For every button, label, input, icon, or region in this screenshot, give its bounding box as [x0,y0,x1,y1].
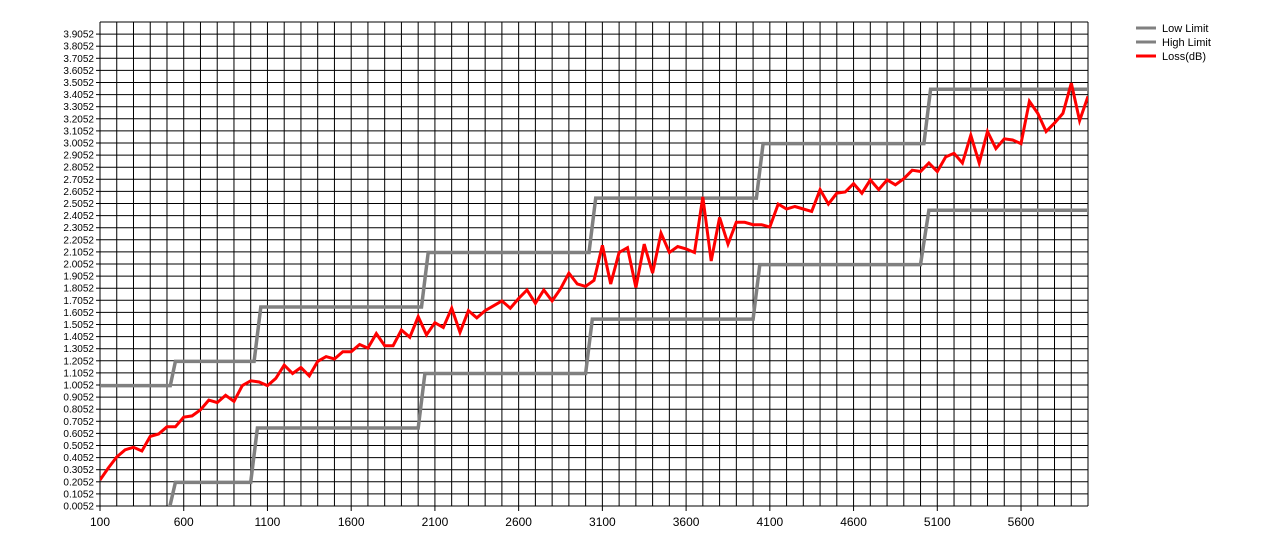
y-tick-label: 2.3052 [63,223,94,234]
y-tick-label: 1.8052 [63,284,94,295]
y-tick-label: 2.8052 [63,163,94,174]
y-tick-label: 1.3052 [63,344,94,355]
y-tick-label: 0.1052 [63,489,94,500]
legend: Low Limit High Limit Loss(dB) [1136,23,1211,63]
y-tick-label: 3.2052 [63,114,94,125]
x-tick-label: 1100 [255,515,281,529]
y-tick-label: 0.8052 [63,405,94,416]
x-tick-label: 3600 [673,515,700,529]
y-tick-label: 0.9052 [63,393,94,404]
y-tick-label: 0.7052 [63,417,94,428]
y-tick-label: 3.6052 [63,66,94,77]
y-tick-label: 0.3052 [63,465,94,476]
series-lines [100,82,1088,506]
y-tick-label: 3.4052 [63,90,94,101]
y-tick-label: 1.7052 [63,296,94,307]
x-tick-label: 5600 [1008,515,1035,529]
legend-label-high-limit: High Limit [1162,37,1211,49]
y-tick-label: 1.1052 [63,368,94,379]
x-tick-label: 4600 [840,515,867,529]
series-line-low-limit [168,208,1088,506]
x-axis-ticks: 100 600 1100 1600 2100 2600 3100 3600 4100 4600 51… [90,506,1035,529]
y-tick-label: 0.5052 [63,441,94,452]
y-tick-label: 1.9052 [63,272,94,283]
y-tick-label: 3.3052 [63,102,94,113]
y-tick-label: 1.6052 [63,308,94,319]
y-tick-label: 0.0052 [63,502,94,513]
y-tick-label: 1.2052 [63,356,94,367]
x-tick-label: 3100 [589,515,616,529]
y-tick-label: 3.5052 [63,78,94,89]
y-tick-label: 2.6052 [63,187,94,198]
y-tick-label: 3.9052 [63,30,94,41]
x-tick-label: 1600 [338,515,365,529]
legend-label-loss-db: Loss(dB) [1162,51,1206,63]
y-tick-label: 2.7052 [63,175,94,186]
y-tick-label: 3.7052 [63,54,94,65]
y-tick-label: 3.8052 [63,42,94,53]
y-tick-label: 1.4052 [63,332,94,343]
x-tick-label: 2100 [422,515,449,529]
y-tick-label: 3.1052 [63,126,94,137]
y-tick-label: 0.6052 [63,429,94,440]
y-tick-label: 2.2052 [63,235,94,246]
x-tick-label: 5100 [924,515,951,529]
x-tick-label: 100 [90,515,110,529]
x-tick-label: 600 [174,515,194,529]
legend-label-low-limit: Low Limit [1162,23,1208,35]
series-line-loss-db [100,82,1088,481]
y-tick-label: 1.5052 [63,320,94,331]
grid [96,21,1089,507]
y-tick-label: 2.4052 [63,211,94,222]
y-tick-label: 2.5052 [63,199,94,210]
x-tick-label: 2600 [505,515,532,529]
series-line-high-limit [100,87,1088,388]
y-tick-label: 2.0052 [63,260,94,271]
y-tick-label: 0.2052 [63,477,94,488]
y-tick-label: 1.0052 [63,381,94,392]
y-tick-label: 2.9052 [63,151,94,162]
x-tick-label: 4100 [756,515,783,529]
y-tick-label: 2.1052 [63,247,94,258]
y-axis-ticks: 0.0052 0.10520.20520.30520.40520.50520.60… [63,30,94,513]
y-tick-label: 0.4052 [63,453,94,464]
y-tick-label: 3.0052 [63,139,94,150]
